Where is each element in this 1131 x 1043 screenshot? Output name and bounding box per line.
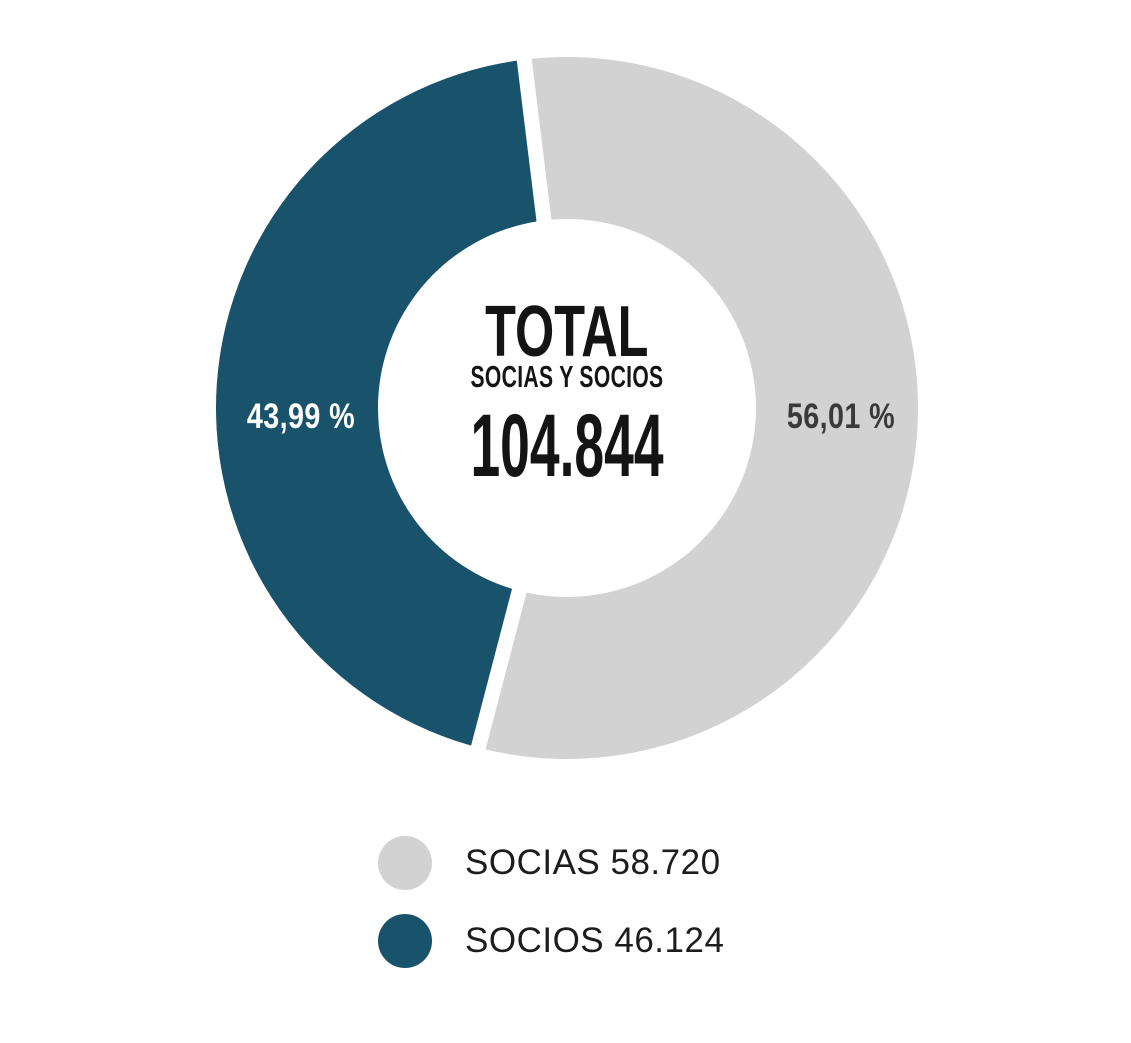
legend-label-socios: SOCIOS 46.124 bbox=[465, 921, 725, 960]
legend-swatch-socias bbox=[378, 836, 432, 890]
donut-slice-socias bbox=[485, 56, 918, 759]
legend-item-socios: SOCIOS 46.124 bbox=[378, 914, 724, 968]
total-subtitle: SOCIAS Y SOCIOS bbox=[470, 359, 664, 394]
legend-item-socias: SOCIAS 58.720 bbox=[378, 836, 724, 890]
pct-label-socias: 56,01 % bbox=[786, 397, 896, 436]
total-title: TOTAL bbox=[485, 292, 649, 372]
total-value: 104.844 bbox=[470, 395, 664, 495]
donut-slice-socios bbox=[215, 60, 537, 746]
donut-slices bbox=[215, 56, 918, 759]
pct-label-socios: 43,99 % bbox=[246, 397, 356, 436]
legend-swatch-socios bbox=[378, 914, 432, 968]
donut-center-text: TOTAL SOCIAS Y SOCIOS 104.844 bbox=[406, 296, 728, 490]
legend-label-socias: SOCIAS 58.720 bbox=[465, 843, 721, 882]
legend: SOCIAS 58.720 SOCIOS 46.124 bbox=[378, 836, 724, 992]
